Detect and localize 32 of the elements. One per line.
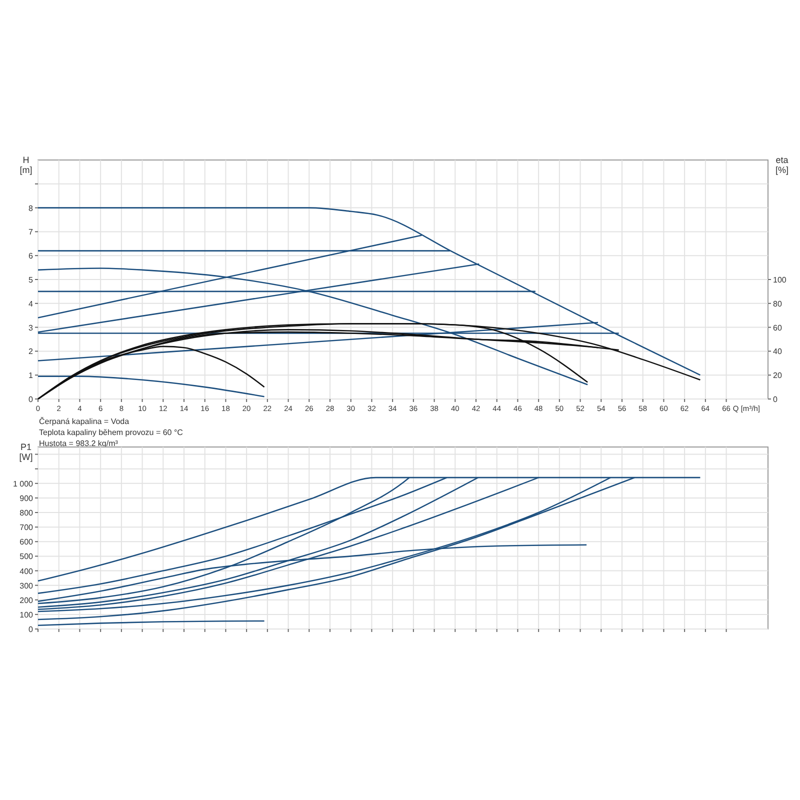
y-tick-label: 6 (28, 252, 34, 261)
y2-tick-label: 100 (773, 276, 787, 284)
y-tick-label: 1 000 (12, 479, 34, 488)
y-tick-label: 100 (20, 610, 34, 620)
y-tick-label: 5 (28, 276, 34, 284)
y2-axis-title: eta [%] (775, 155, 789, 175)
y-tick-label: 900 (20, 494, 34, 503)
y-tick-label: 500 (20, 552, 34, 562)
y-tick-label: 8 (28, 204, 34, 213)
y-tick-label: 700 (20, 523, 34, 532)
y-tick-label: 0 (28, 625, 34, 634)
text: Teplota kapaliny během provozu = 60 °C (39, 428, 184, 437)
annotation: Hustota = 983.2 kg/m³ (39, 439, 118, 448)
y-tick-label: 1 (28, 371, 34, 380)
text: Čerpaná kapalina = Voda (39, 417, 130, 426)
y-tick-label: 300 (20, 581, 34, 590)
y-axis-title: P1 [W] (19, 442, 33, 462)
y-tick-label: 0 (28, 395, 34, 404)
y2-tick-label: 80 (773, 299, 782, 308)
y-tick-label: 7 (28, 228, 34, 237)
y2-tick-label: 0 (773, 395, 778, 404)
y-tick-label: 800 (20, 508, 34, 518)
y-tick-label: 3 (28, 323, 34, 332)
y-tick-label: 2 (28, 347, 34, 356)
y-axis-title: H [m] (20, 155, 32, 175)
y-tick-label: 600 (20, 538, 34, 547)
y-tick-label: 200 (20, 596, 34, 605)
y2-tick-label: 60 (773, 323, 782, 332)
y-tick-label: 400 (20, 566, 34, 576)
y2-tick-label: 40 (773, 347, 782, 356)
y-tick-label: 4 (28, 299, 34, 308)
y2-tick-label: 20 (773, 371, 782, 380)
